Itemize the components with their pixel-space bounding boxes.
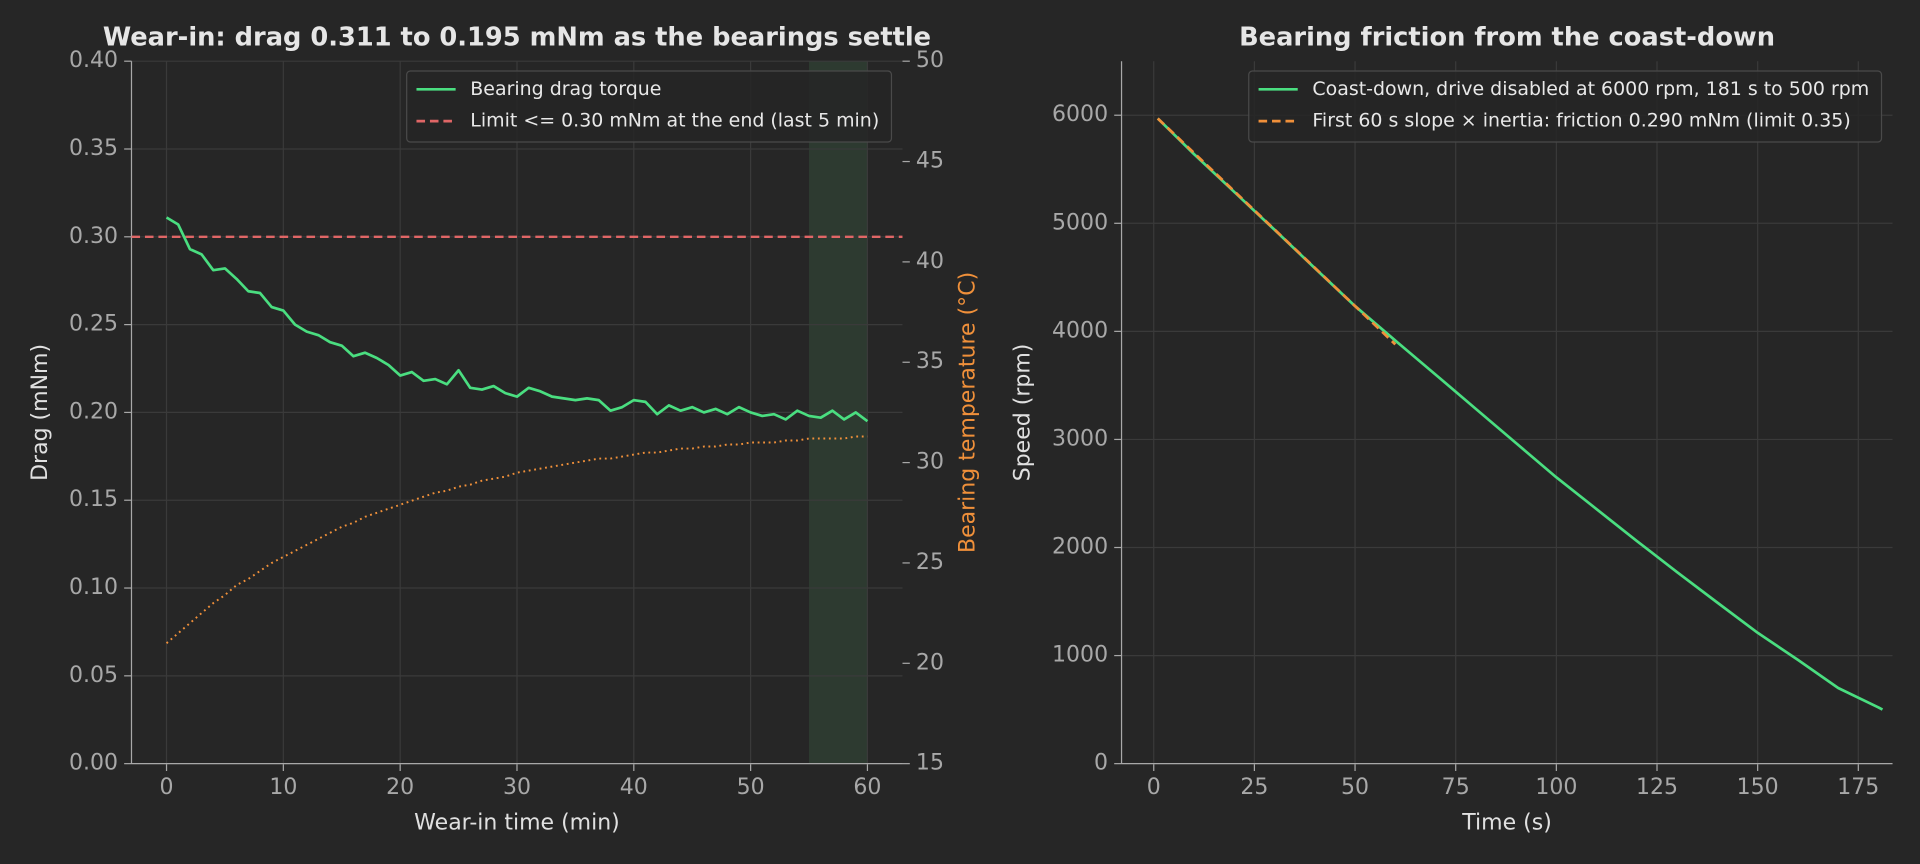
y-axis-label: Drag (mNm) [28, 344, 53, 481]
y2-axis-label: Bearing temperature (°C) [956, 272, 981, 553]
subplot: 0 10 20 30 40 50 60 0.00 0.05 0.10 0.15 0.20 0.25 0.3… [28, 22, 981, 835]
legend-label: Bearing drag torque [470, 78, 661, 100]
x-tick-label: 25 [1240, 775, 1268, 800]
y2-tick-label: 30 [916, 450, 944, 475]
y-tick-label: 2000 [1052, 535, 1108, 560]
y-tick-label: 0.15 [69, 487, 118, 512]
legend: Bearing drag torque Limit <= 0.30 mNm at … [406, 70, 893, 143]
x-tick-label: 60 [853, 775, 881, 800]
legend-label: Coast-down, drive disabled at 6000 rpm, … [1312, 78, 1869, 100]
x-tick-label: 0 [160, 775, 174, 800]
x-tick-label: 125 [1636, 775, 1678, 800]
legend-box [1248, 70, 1883, 143]
x-tick-label: 0 [1147, 775, 1161, 800]
y-tick-label: 0.25 [69, 312, 118, 337]
series-line [1156, 117, 1397, 346]
y2-tick-label: 45 [916, 149, 944, 174]
chart-title: Bearing friction from the coast-down [1239, 22, 1775, 52]
x-tick-label: 30 [503, 775, 531, 800]
y2-tick-label: 20 [916, 650, 944, 675]
chart-title: Wear-in: drag 0.311 to 0.195 mNm as the … [103, 22, 931, 52]
y-tick-label: 1000 [1052, 643, 1108, 668]
y2-tick-label: 35 [916, 349, 944, 374]
y2-tick-label: 25 [916, 550, 944, 575]
x-axis-label: Time (s) [1461, 811, 1552, 836]
y-tick-label: 4000 [1052, 318, 1108, 343]
y-tick-label: 3000 [1052, 426, 1108, 451]
legend-label: First 60 s slope × inertia: friction 0.2… [1312, 110, 1850, 132]
x-tick-label: 150 [1737, 775, 1779, 800]
series-line [1156, 117, 1884, 711]
y-tick-label: 6000 [1052, 102, 1108, 127]
y-axis-label: Speed (rpm) [1011, 344, 1036, 482]
series-line [165, 216, 869, 423]
y2-tick-label: 15 [916, 751, 944, 776]
y-tick-label: 0.10 [69, 575, 118, 600]
legend-label: Limit <= 0.30 mNm at the end (last 5 min… [470, 110, 879, 132]
y-tick-label: 0.00 [69, 751, 118, 776]
y-tick-label: 0 [1094, 751, 1108, 776]
x-tick-label: 75 [1442, 775, 1470, 800]
legend-box [406, 70, 893, 143]
x-tick-label: 50 [737, 775, 765, 800]
x-tick-label: 175 [1837, 775, 1879, 800]
y-tick-label: 0.35 [69, 136, 118, 161]
x-tick-label: 20 [386, 775, 414, 800]
y-tick-label: 0.05 [69, 663, 118, 688]
x-tick-label: 100 [1535, 775, 1577, 800]
legend: Coast-down, drive disabled at 6000 rpm, … [1248, 70, 1883, 143]
x-tick-label: 50 [1341, 775, 1369, 800]
y2-tick-label: 50 [916, 48, 944, 73]
y-tick-label: 0.30 [69, 224, 118, 249]
x-tick-label: 40 [620, 775, 648, 800]
y2-tick-label: 40 [916, 249, 944, 274]
subplot: 0 25 50 75 100 125 150 175 0 1000 2000 3000 4000 5000… [1011, 22, 1893, 836]
x-tick-label: 10 [269, 775, 297, 800]
y-tick-label: 0.20 [69, 399, 118, 424]
y-tick-label: 5000 [1052, 210, 1108, 235]
y-tick-label: 0.40 [69, 48, 118, 73]
x-axis-label: Wear-in time (min) [414, 811, 620, 836]
